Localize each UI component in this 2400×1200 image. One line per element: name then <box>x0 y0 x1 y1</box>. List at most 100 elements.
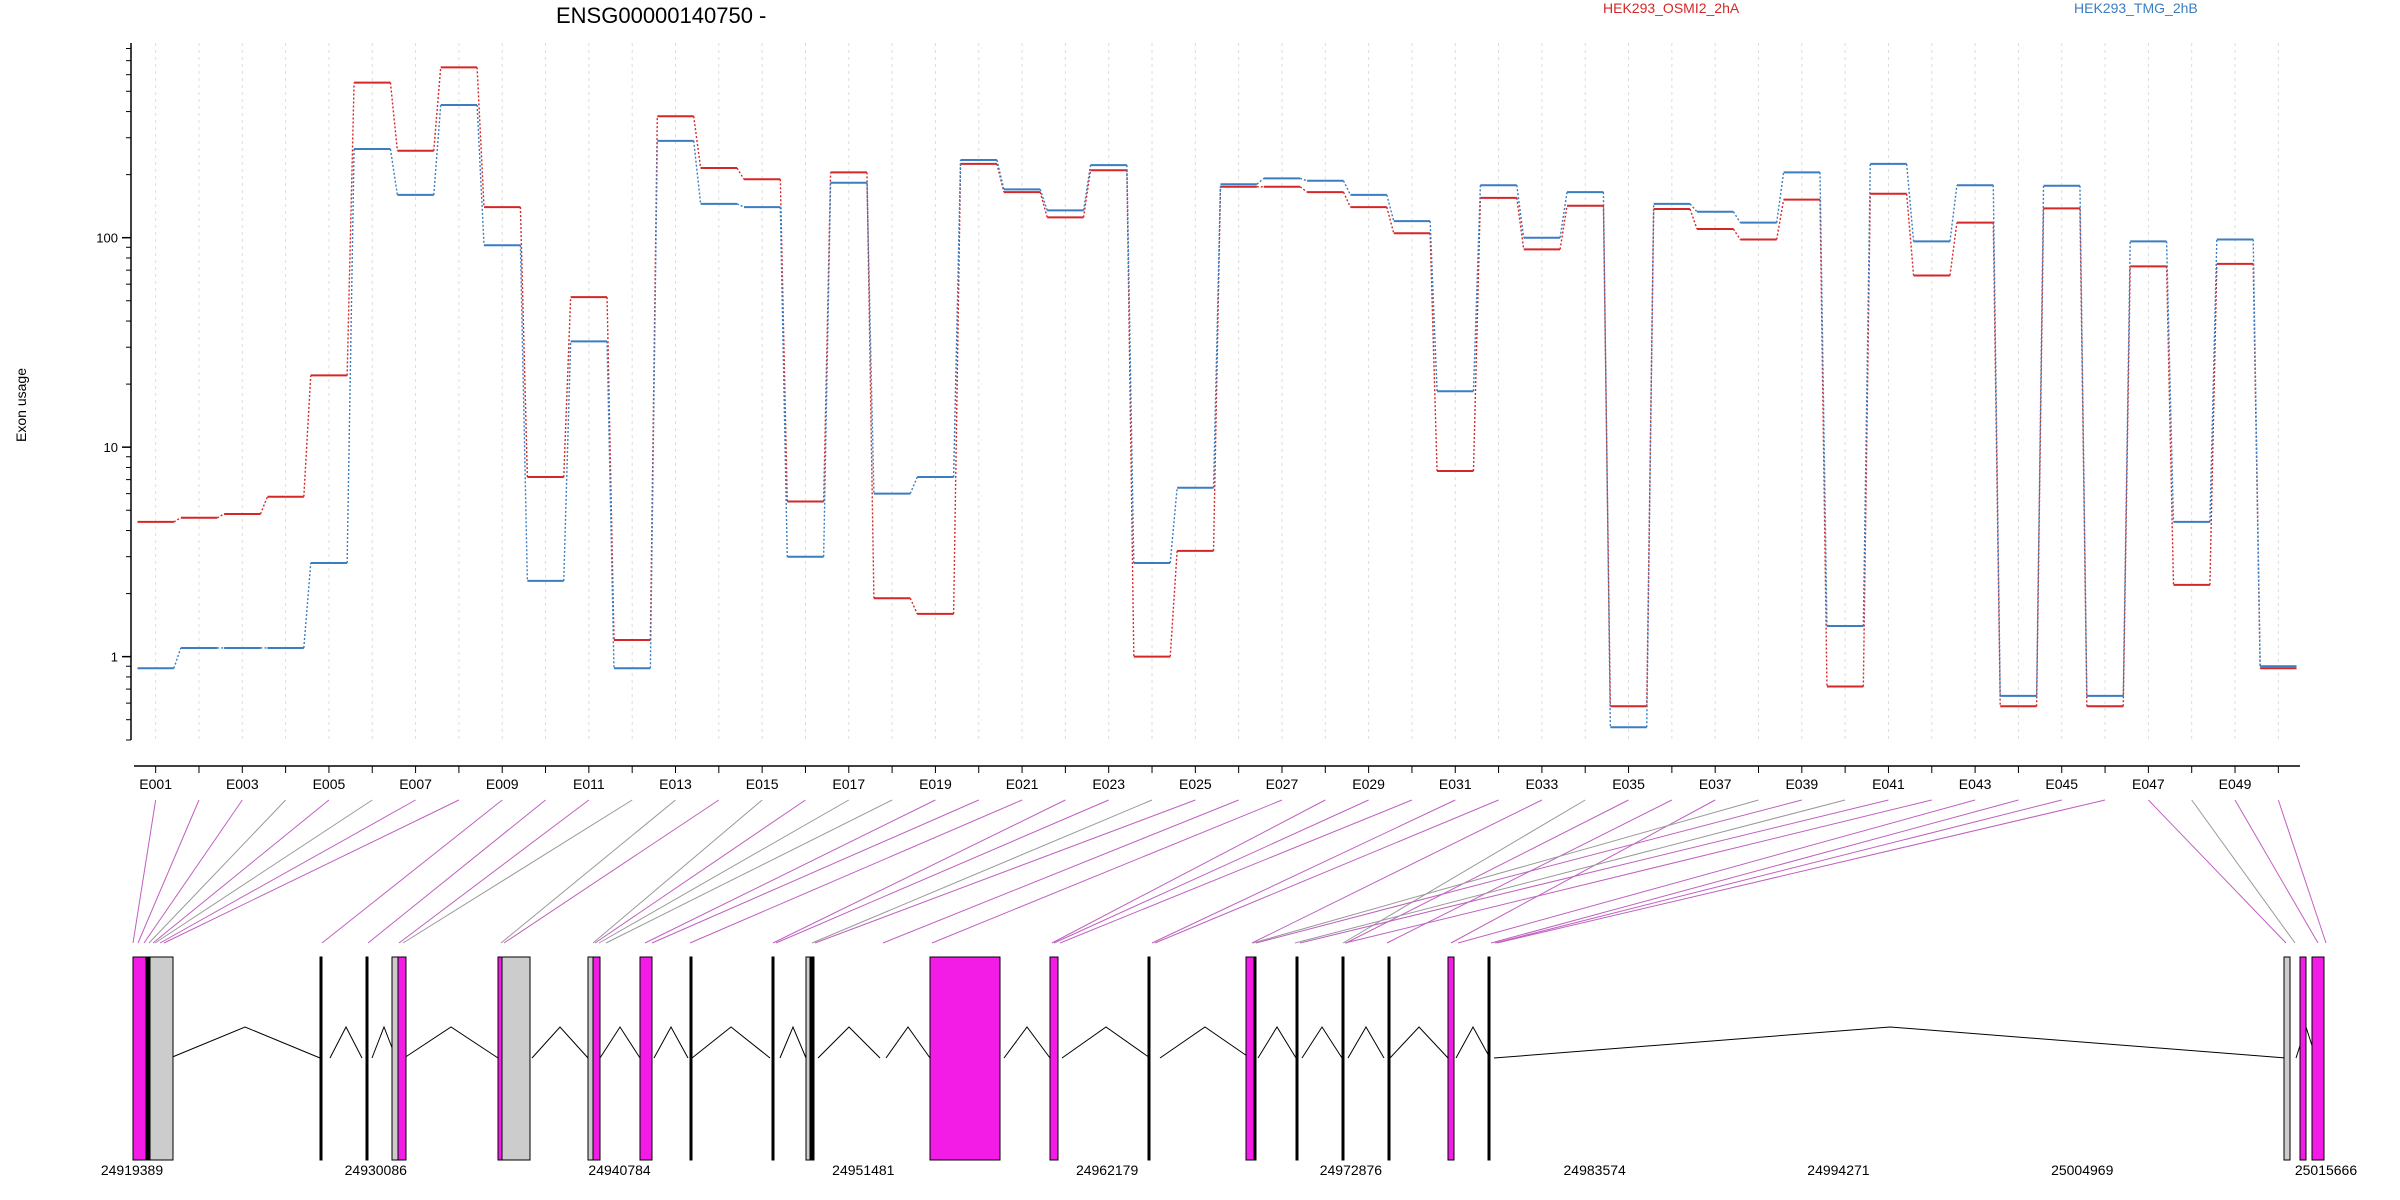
intron-line <box>1003 1026 1051 1059</box>
exon-connector <box>1255 799 1802 944</box>
series-1-connector <box>1386 194 1395 222</box>
exon-block <box>397 956 407 1161</box>
exon-block <box>497 956 503 1161</box>
series-1-connector <box>736 203 745 208</box>
series-1-connector <box>692 140 702 204</box>
exon-block <box>689 956 693 1161</box>
exon-label: E027 <box>1266 776 1299 792</box>
exon-connector <box>500 799 676 944</box>
genomic-coordinate-label: 24930086 <box>345 1162 408 1178</box>
series-1-connector <box>1949 185 1958 242</box>
exon-block <box>145 956 151 1161</box>
series-1-connector <box>1559 192 1568 238</box>
intron-line <box>691 1026 771 1059</box>
intron-line <box>1389 1026 1449 1059</box>
series-0-connector <box>2035 208 2045 707</box>
axes: 1 10 100 <box>96 43 132 741</box>
intron-line <box>403 1026 499 1059</box>
series-0-connector <box>2079 208 2088 707</box>
genomic-coordinate-label: 24940784 <box>588 1162 651 1178</box>
series-0-connector <box>606 297 615 641</box>
exon-block <box>771 956 775 1161</box>
intron-line <box>817 1026 881 1059</box>
series-0-connector <box>1126 170 1135 657</box>
genomic-coordinate-label: 24951481 <box>832 1162 895 1178</box>
series-0-connector <box>1949 222 1958 276</box>
exon-label: E045 <box>2045 776 2078 792</box>
series-0-connector <box>1472 197 1482 471</box>
exon-label: E015 <box>746 776 779 792</box>
exon-block <box>639 956 653 1161</box>
series-1-connector <box>1646 203 1655 728</box>
series-0-connector <box>1602 205 1612 707</box>
exon-label: E009 <box>486 776 519 792</box>
series-1-connector <box>563 341 572 581</box>
chart-title: ENSG00000140750 - <box>556 3 766 28</box>
intron-line <box>1061 1026 1151 1059</box>
exon-connector <box>1251 799 1543 944</box>
exon-connector <box>1345 799 1629 944</box>
series-0-connector <box>909 597 918 615</box>
series-1-connector <box>2165 241 2175 522</box>
series-1-connector <box>1516 185 1525 238</box>
exon-block <box>592 956 601 1161</box>
exon-label: E029 <box>1352 776 1385 792</box>
genomic-coordinate-label: 24919389 <box>101 1162 164 1178</box>
exon-connector <box>1252 799 1759 944</box>
series-0-connector <box>2209 263 2218 585</box>
series-0-connector <box>216 513 225 519</box>
series-1-connector <box>346 149 355 563</box>
exon-label: E041 <box>1872 776 1905 792</box>
exon-block <box>2311 956 2325 1161</box>
series-1-connector <box>996 159 1005 190</box>
exon-block <box>1447 956 1455 1161</box>
series-0-connector <box>1905 193 1915 276</box>
exon-block <box>1147 956 1151 1161</box>
exon-connector <box>1059 799 1413 944</box>
exon-connector <box>1457 799 1976 944</box>
y-tick-label: 1 <box>111 650 118 665</box>
series-1-connector <box>1039 189 1048 211</box>
series-0-connector <box>1342 191 1352 208</box>
series-0-connector <box>1732 228 1741 240</box>
series-0-connector <box>952 163 962 614</box>
series-0-connector <box>1039 191 1048 218</box>
series-0-connector <box>2165 266 2175 585</box>
exon-block <box>1049 956 1059 1161</box>
series-0-connector <box>1169 550 1178 657</box>
exon-connector <box>402 799 633 944</box>
genomic-coordinate-label: 24983574 <box>1564 1162 1627 1178</box>
genomic-coordinate-label: 25015666 <box>2295 1162 2358 1178</box>
series-1-connector <box>1082 165 1092 211</box>
exon-connector <box>137 799 200 944</box>
exon-block <box>319 956 323 1161</box>
series-1-connector <box>649 140 659 669</box>
exon-block <box>1341 956 1345 1161</box>
exon-connector <box>143 799 243 944</box>
series-1-connector <box>1776 172 1785 223</box>
series-1-connector <box>779 207 788 557</box>
exon-connectors <box>132 799 2327 944</box>
intron-line <box>1455 1025 1491 1059</box>
y-axis-label: Exon usage <box>13 368 29 442</box>
series-1-connector <box>1732 211 1741 224</box>
exon-label: E017 <box>832 776 865 792</box>
exon-label: E049 <box>2219 776 2252 792</box>
gene-model: 24919389 24930086 24940784 24951481 24962179… <box>101 956 2358 1178</box>
series-1-connector <box>389 148 399 196</box>
exon-connector <box>1151 799 1456 944</box>
intron-line <box>653 1025 689 1059</box>
intron-line <box>1159 1026 1251 1059</box>
legend-series-a: HEK293_OSMI2_2hA <box>1603 0 1740 16</box>
exon-connector <box>1344 799 1932 944</box>
exon-block <box>2283 956 2291 1161</box>
exon-label: E031 <box>1439 776 1472 792</box>
series-0-connector <box>2122 266 2131 707</box>
exon-block <box>1245 956 1255 1161</box>
series-1-connector <box>2209 239 2218 522</box>
vertical-grid <box>155 43 2279 740</box>
series-1-connector <box>1256 177 1265 185</box>
exon-connector <box>163 799 460 944</box>
genomic-coordinate-label: 24972876 <box>1320 1162 1383 1178</box>
